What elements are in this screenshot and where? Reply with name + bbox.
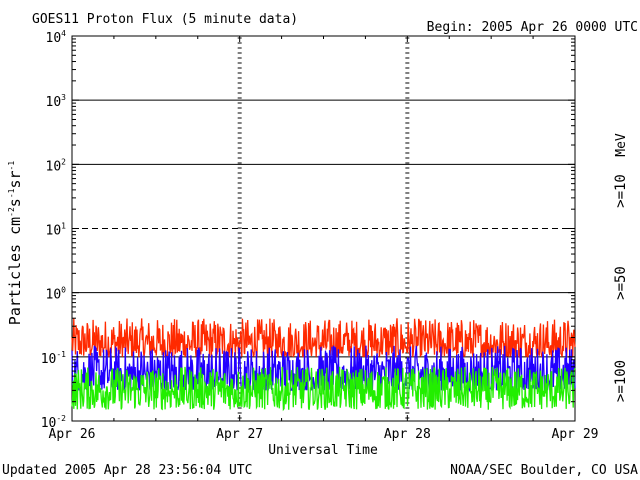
y-label-main: Particles cm [6, 217, 24, 325]
x-tick-label: Apr 27 [216, 427, 263, 442]
y-tick-label: 104 [46, 29, 67, 46]
x-tick-label: Apr 29 [552, 427, 599, 442]
legend-series-10: >=10 [613, 174, 629, 208]
y-tick-label: 103 [46, 93, 67, 110]
unit-label: MeV [614, 133, 629, 157]
y-label-sr: sr [6, 170, 24, 188]
y-label-exp2: -1 [7, 188, 16, 198]
x-tick-label: Apr 26 [49, 427, 96, 442]
y-label-exp1: -2 [7, 207, 16, 217]
x-axis-label: Universal Time [268, 443, 378, 458]
updated-timestamp: Updated 2005 Apr 28 23:56:04 UTC [2, 463, 252, 478]
x-axis: Apr 26 Apr 27 Apr 28 Apr 29 [49, 36, 599, 442]
legend-series-50: >=50 [613, 266, 629, 300]
y-axis: 104 103 102 101 100 10-1 10-2 [41, 29, 575, 431]
y-tick-label: 101 [46, 222, 67, 239]
y-axis-label: Particles cm-2s-1sr-1 [6, 161, 24, 326]
y-tick-label: 102 [46, 157, 67, 174]
legend-series-100: >=100 [613, 360, 629, 402]
chart-title: GOES11 Proton Flux (5 minute data) [32, 12, 298, 27]
y-tick-label: 10-1 [41, 350, 66, 367]
y-label-s: s [6, 198, 24, 207]
credit-label: NOAA/SEC Boulder, CO USA [450, 463, 638, 478]
y-tick-label: 10-2 [41, 414, 66, 431]
reference-lines [72, 99, 575, 358]
y-tick-label: 100 [46, 286, 67, 303]
x-tick-label: Apr 28 [384, 427, 431, 442]
series-line [71, 366, 576, 412]
y-label-exp3: -1 [7, 161, 16, 171]
series-layer [71, 318, 576, 412]
begin-label: Begin: 2005 Apr 26 0000 UTC [427, 20, 638, 35]
